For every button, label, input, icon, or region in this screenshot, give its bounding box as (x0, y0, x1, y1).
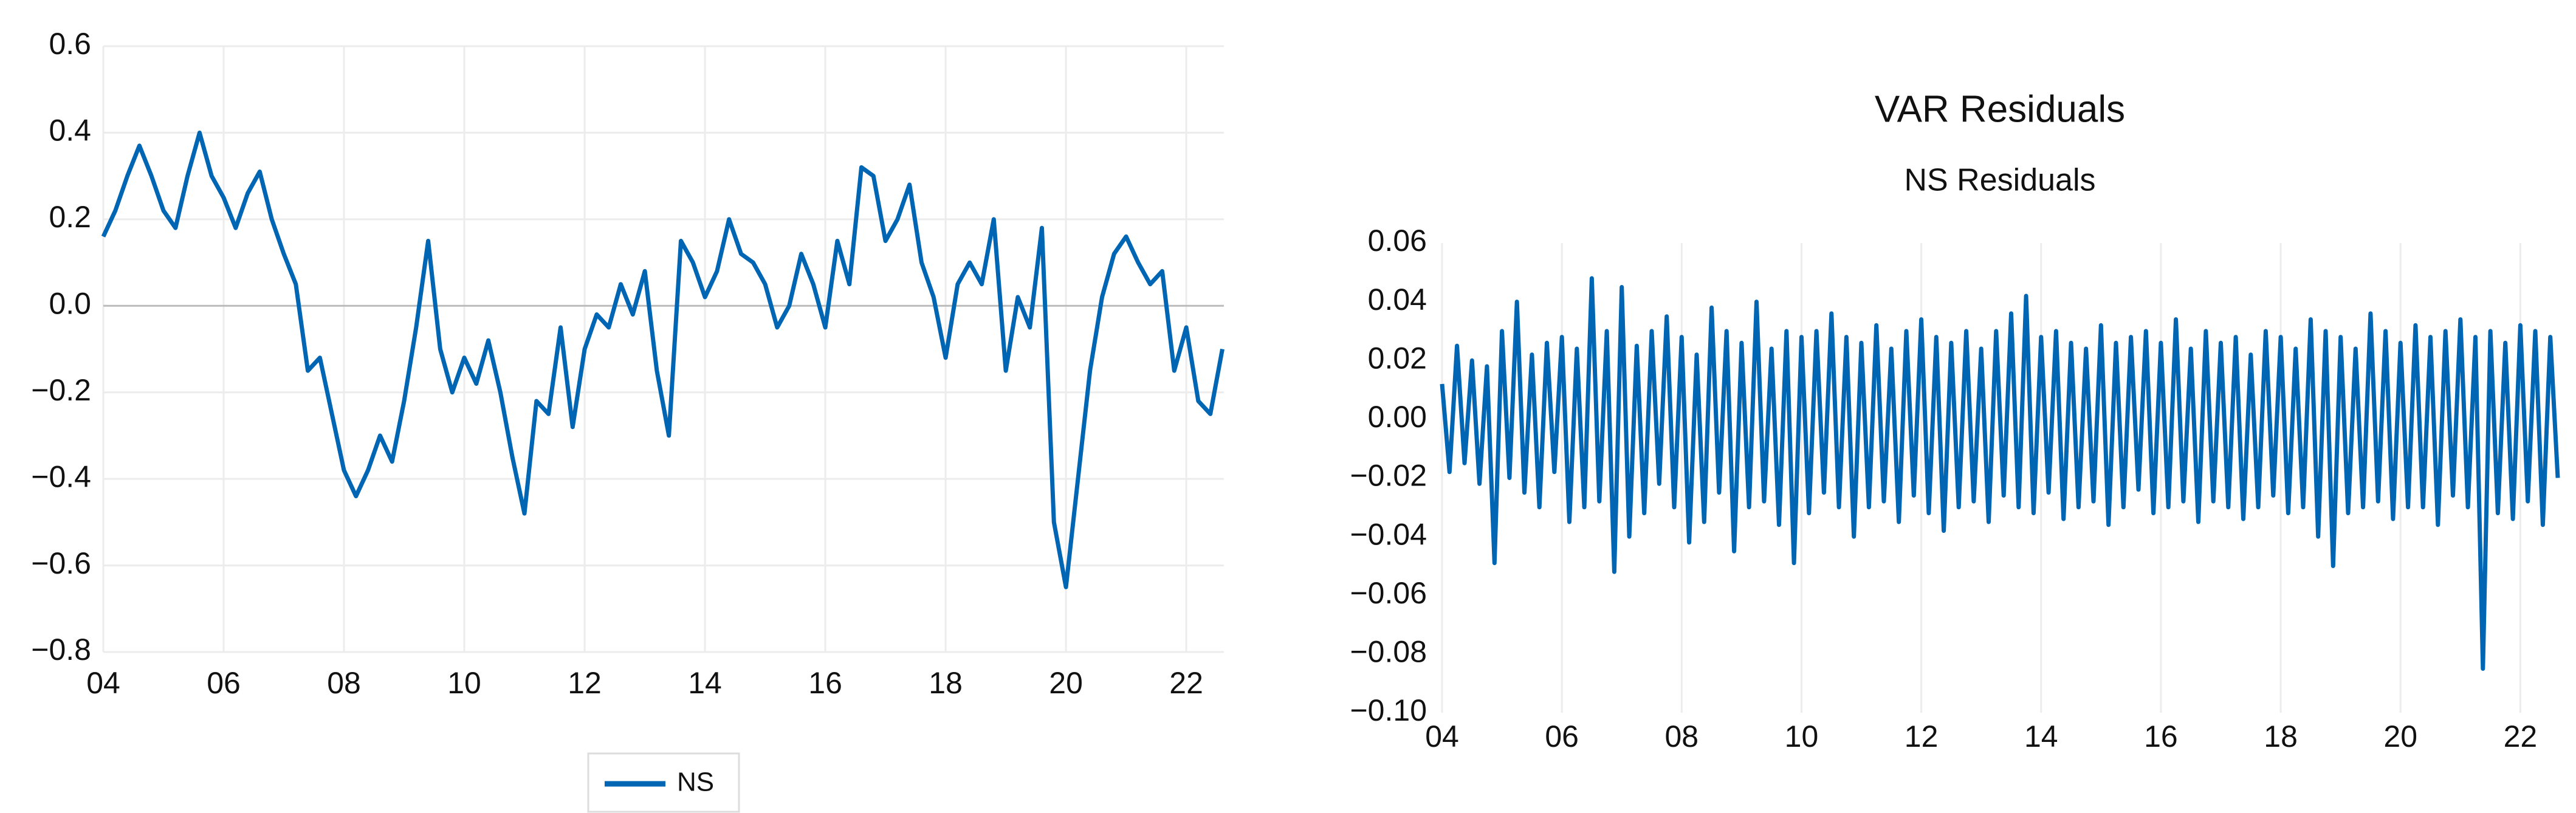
y-tick-label: 0.02 (1368, 341, 1427, 375)
y-tick-label: −0.08 (1350, 635, 1427, 669)
y-tick-label: 0.0 (49, 286, 91, 320)
x-tick-label: 18 (929, 666, 963, 700)
legend-label: NS (677, 767, 714, 797)
y-tick-label: −0.2 (31, 373, 91, 407)
x-tick-label: 14 (688, 666, 722, 700)
y-tick-label: −0.06 (1350, 576, 1427, 610)
x-tick-label: 10 (447, 666, 481, 700)
y-tick-label: 0.00 (1368, 400, 1427, 434)
x-tick-label: 08 (1664, 719, 1698, 753)
y-tick-label: 0.6 (49, 27, 91, 61)
y-tick-label: −0.10 (1350, 693, 1427, 727)
x-tick-label: 18 (2264, 719, 2298, 753)
chart-subtitle: NS Residuals (1904, 163, 2095, 198)
x-tick-label: 12 (568, 666, 602, 700)
x-tick-label: 10 (1785, 719, 1819, 753)
legend-box (587, 752, 740, 813)
x-tick-label: 20 (1049, 666, 1083, 700)
y-tick-label: 0.4 (49, 114, 91, 148)
y-tick-label: −0.04 (1350, 517, 1427, 551)
x-tick-label: 16 (2144, 719, 2178, 753)
x-tick-label: 20 (2383, 719, 2417, 753)
x-tick-label: 22 (2504, 719, 2538, 753)
data-line (101, 130, 1224, 589)
x-tick-label: 06 (1545, 719, 1579, 753)
x-tick-label: 14 (2024, 719, 2058, 753)
x-tick-label: 04 (1425, 719, 1459, 753)
x-tick-label: 08 (327, 666, 361, 700)
y-tick-label: 0.2 (49, 200, 91, 234)
x-tick-label: 22 (1169, 666, 1203, 700)
data-line (1440, 276, 2560, 671)
y-tick-label: −0.4 (31, 459, 91, 493)
y-tick-label: 0.04 (1368, 283, 1427, 317)
x-tick-label: 16 (808, 666, 842, 700)
x-tick-label: 04 (86, 666, 120, 700)
y-tick-label: −0.8 (31, 633, 91, 667)
x-tick-label: 06 (207, 666, 241, 700)
y-tick-label: −0.6 (31, 546, 91, 580)
x-tick-label: 12 (1905, 719, 1939, 753)
y-tick-label: −0.02 (1350, 459, 1427, 493)
y-tick-label: 0.06 (1368, 224, 1427, 258)
chart-title: VAR Residuals (1875, 88, 2125, 130)
